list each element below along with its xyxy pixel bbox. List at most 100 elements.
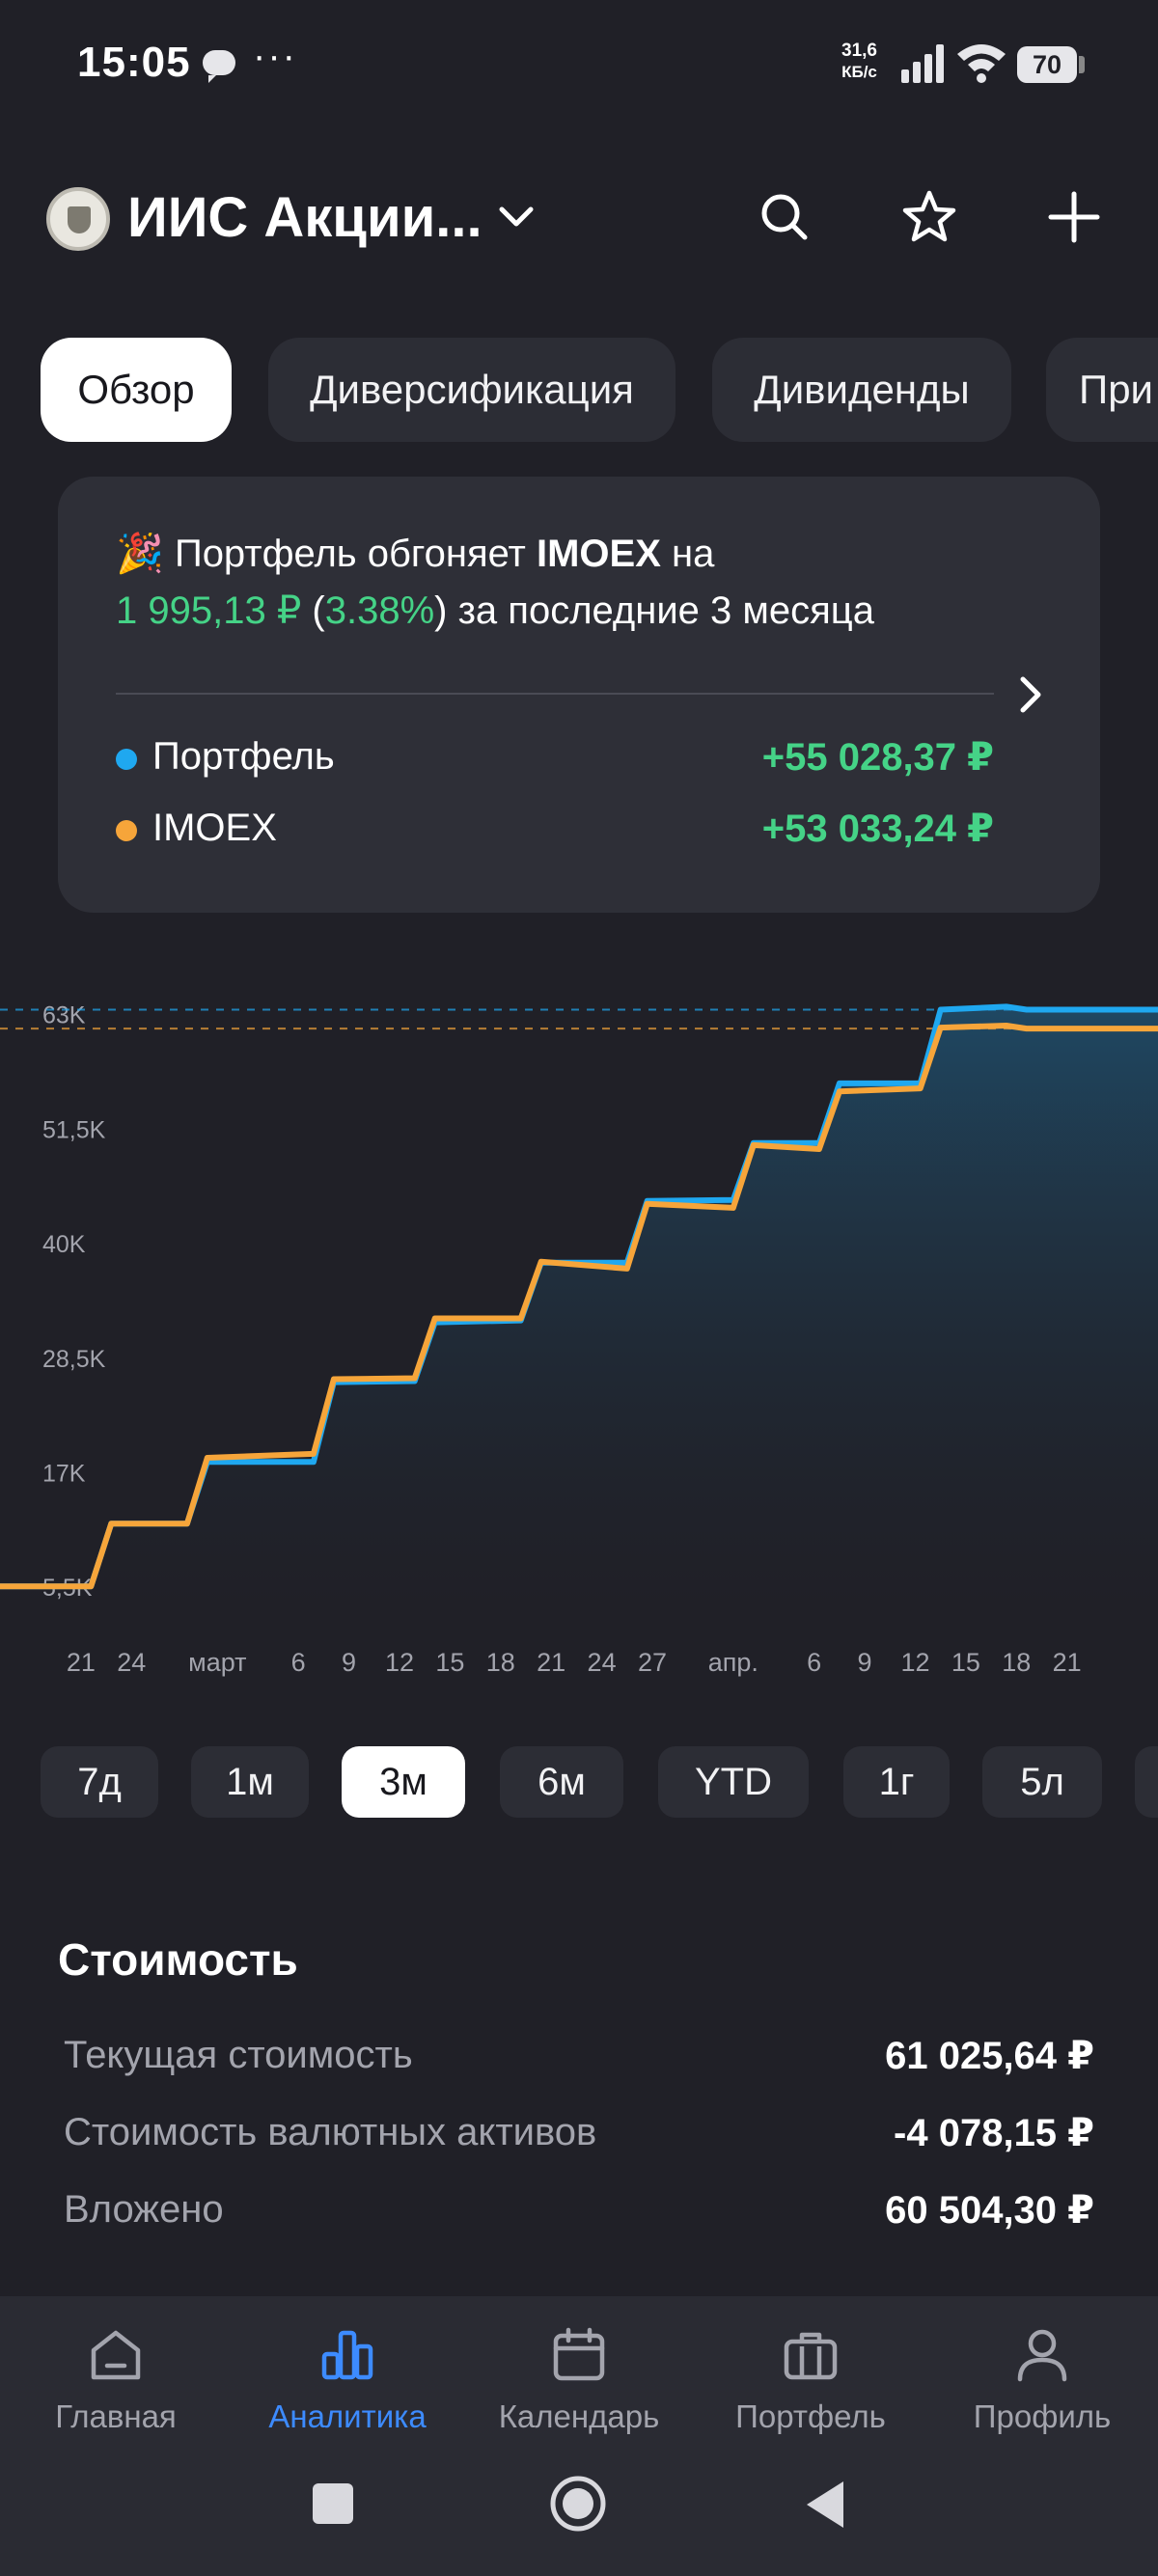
home-icon — [91, 2330, 141, 2380]
x-tick-label: 27 — [638, 1648, 667, 1677]
outperformance-percent: 3.38% — [324, 589, 435, 632]
x-tick-label: 9 — [858, 1648, 872, 1677]
current-value-row: Текущая стоимость 61 025,64 ₽ — [64, 2034, 1094, 2092]
x-tick-label: 18 — [1002, 1648, 1031, 1677]
y-tick-label: 17K — [42, 1460, 86, 1487]
comparison-headline: 🎉 Портфель обгоняет IMOEX на — [116, 531, 714, 576]
currency-assets-amount: -4 078,15 ₽ — [894, 2112, 1094, 2154]
portfolio-legend-row: Портфель +55 028,37 ₽ — [116, 729, 994, 787]
invested-label: Вложено — [64, 2188, 224, 2231]
comparison-text-a: Портфель обгоняет — [174, 533, 526, 575]
x-tick-label: апр. — [708, 1648, 758, 1677]
x-tick-label: 24 — [588, 1648, 617, 1677]
period-6m[interactable]: 6м — [500, 1746, 623, 1818]
x-tick-label: 12 — [385, 1648, 414, 1677]
account-title[interactable]: ИИС Акции... — [127, 186, 482, 249]
analytics-tabs: Обзор Диверсификация Дивиденды При — [0, 338, 1158, 442]
bottom-navigation: Главная Аналитика Календарь Портфель Про… — [0, 2296, 1158, 2576]
portfolio-chart[interactable]: 5,5K 17K 28,5K 40K 51,5K 63K 21 24 март 6 9 12 15 18 2… — [0, 994, 1158, 1688]
x-tick-label: 15 — [435, 1648, 464, 1677]
current-value-label: Текущая стоимость — [64, 2034, 413, 2076]
index-change: +53 033,24 ₽ — [761, 808, 994, 850]
card-divider — [116, 693, 994, 695]
y-tick-label: 63K — [42, 1002, 86, 1029]
portfolio-area — [0, 1006, 1158, 1611]
period-more[interactable] — [1135, 1746, 1158, 1818]
y-tick-label: 51,5K — [42, 1116, 106, 1143]
period-1m[interactable]: 1м — [191, 1746, 309, 1818]
bank-logo — [46, 187, 110, 251]
briefcase-icon — [784, 2332, 838, 2380]
network-speed: 31,6 КБ/с — [841, 41, 877, 83]
y-tick-label: 28,5K — [42, 1346, 106, 1373]
x-tick-label: 18 — [486, 1648, 515, 1677]
tab-dividends[interactable]: Дивиденды — [712, 338, 1011, 442]
chevron-right-icon[interactable] — [1002, 666, 1060, 724]
comparison-period: за последние 3 месяца — [457, 589, 874, 632]
current-value-amount: 61 025,64 ₽ — [885, 2035, 1094, 2077]
x-tick-label: 9 — [342, 1648, 356, 1677]
nav-analytics-label: Аналитика — [268, 2398, 427, 2434]
chart-icon — [321, 2330, 373, 2380]
wifi-icon — [957, 44, 1006, 83]
outperformance-amount: 1 995,13 ₽ — [116, 589, 302, 632]
recents-button[interactable] — [311, 2481, 355, 2526]
back-button[interactable] — [801, 2478, 847, 2532]
value-section-title: Стоимость — [58, 1934, 298, 1985]
currency-assets-row: Стоимость валютных активов -4 078,15 ₽ — [64, 2111, 1094, 2169]
index-legend-row: IMOEX +53 033,24 ₽ — [116, 801, 994, 859]
x-tick-label: 12 — [900, 1648, 929, 1677]
tab-overview[interactable]: Обзор — [41, 338, 232, 442]
battery-indicator: 70 — [1017, 46, 1085, 83]
period-7d[interactable]: 7д — [41, 1746, 158, 1818]
x-tick-label: март — [188, 1648, 246, 1677]
period-ytd[interactable]: YTD — [658, 1746, 809, 1818]
more-notifications-icon: ··· — [253, 35, 297, 77]
index-dot — [116, 820, 137, 841]
search-icon[interactable] — [753, 185, 816, 249]
nav-portfolio[interactable]: Портфель — [695, 2323, 926, 2458]
comparison-text-b: на — [672, 533, 715, 575]
message-notification-icon — [203, 50, 235, 83]
star-icon[interactable] — [897, 185, 961, 249]
chevron-down-icon[interactable] — [494, 195, 538, 239]
app-header: ИИС Акции... — [0, 164, 1158, 270]
currency-assets-label: Стоимость валютных активов — [64, 2111, 597, 2153]
x-tick-label: 24 — [117, 1648, 146, 1677]
period-1y[interactable]: 1г — [843, 1746, 950, 1818]
invested-amount: 60 504,30 ₽ — [885, 2189, 1094, 2232]
network-speed-unit: КБ/с — [841, 63, 877, 81]
index-label: IMOEX — [152, 807, 277, 849]
index-series-line — [0, 1023, 1158, 1590]
tab-diversification[interactable]: Диверсификация — [268, 338, 676, 442]
comparison-detail: 1 995,13 ₽ (3.38%) за последние 3 месяца — [116, 589, 874, 632]
x-tick-label: 6 — [291, 1648, 306, 1677]
period-3m[interactable]: 3м — [342, 1746, 465, 1818]
x-tick-label: 21 — [67, 1648, 96, 1677]
x-tick-label: 15 — [951, 1648, 980, 1677]
portfolio-label: Портфель — [152, 735, 335, 778]
period-5y[interactable]: 5л — [982, 1746, 1102, 1818]
tab-more[interactable]: При — [1046, 338, 1158, 442]
signal-icon — [901, 42, 944, 83]
benchmark-comparison-card[interactable]: 🎉 Портфель обгоняет IMOEX на 1 995,13 ₽ … — [58, 477, 1100, 913]
nav-profile[interactable]: Профиль — [926, 2323, 1158, 2458]
nav-analytics[interactable]: Аналитика — [232, 2323, 463, 2458]
comparison-index-name: IMOEX — [536, 533, 661, 575]
network-speed-value: 31,6 — [841, 41, 877, 61]
profile-icon — [1017, 2329, 1067, 2382]
status-bar: 15:05 ··· 31,6 КБ/с 70 — [0, 0, 1158, 135]
x-tick-label: 21 — [1053, 1648, 1082, 1677]
status-time: 15:05 — [77, 39, 191, 86]
portfolio-dot — [116, 749, 137, 770]
y-tick-label: 40K — [42, 1231, 86, 1258]
calendar-icon — [553, 2327, 605, 2381]
nav-portfolio-label: Портфель — [735, 2398, 886, 2434]
home-button[interactable] — [548, 2474, 608, 2534]
nav-calendar[interactable]: Календарь — [463, 2323, 695, 2458]
nav-home[interactable]: Главная — [0, 2323, 232, 2458]
nav-profile-label: Профиль — [973, 2398, 1112, 2434]
party-emoji: 🎉 — [116, 533, 164, 575]
plus-icon[interactable] — [1042, 185, 1106, 249]
